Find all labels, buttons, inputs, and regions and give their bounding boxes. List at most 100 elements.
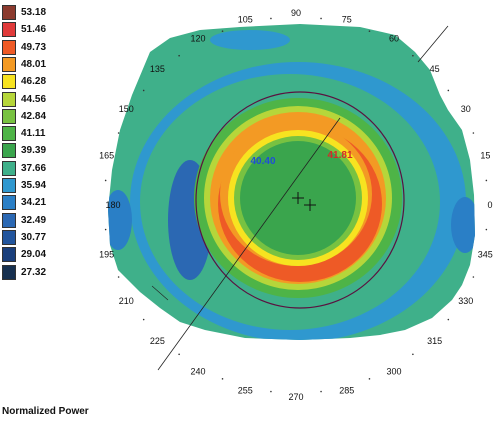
legend-entry: 51.46 (2, 21, 46, 38)
legend-swatch (2, 160, 16, 176)
legend-swatch (2, 5, 16, 20)
angle-label: 150 (119, 104, 134, 114)
angle-tick (320, 17, 322, 20)
legend-entry: 34.21 (2, 194, 46, 211)
angle-label: 300 (386, 366, 401, 376)
angle-label: 0 (487, 200, 492, 210)
legend-swatch (2, 247, 16, 263)
angle-label: 75 (342, 14, 352, 24)
angle-tick (270, 17, 272, 20)
legend-value: 49.73 (21, 41, 47, 53)
angle-tick (368, 30, 371, 32)
power-reading: 41.81 (327, 150, 352, 161)
legend-title: Normalized Power (2, 406, 89, 417)
angle-label: 120 (190, 34, 205, 44)
legend-swatch (2, 108, 16, 124)
angle-label: 135 (150, 64, 165, 74)
angle-label: 210 (119, 296, 134, 306)
angle-tick (447, 89, 450, 92)
legend-value: 35.94 (21, 180, 47, 191)
angle-label: 45 (430, 64, 440, 74)
legend-value: 34.21 (21, 197, 47, 209)
angle-label: 225 (150, 336, 165, 346)
legend-value: 41.11 (21, 128, 46, 140)
legend-swatch (2, 229, 16, 245)
flat-zone-top (210, 30, 290, 50)
angle-label: 15 (480, 150, 490, 160)
legend-swatch (2, 264, 16, 280)
legend-swatch (2, 91, 16, 107)
legend-entry: 41.11 (2, 125, 45, 142)
legend-swatch (2, 143, 16, 159)
angle-tick (117, 132, 120, 134)
angle-tick (320, 390, 322, 393)
angle-label: 345 (478, 250, 493, 260)
steep-zone-edge (108, 190, 132, 250)
angle-tick (270, 390, 272, 393)
legend-swatch (2, 39, 16, 55)
legend-swatch (2, 178, 16, 193)
axis-line (157, 117, 341, 371)
angle-label: 285 (339, 386, 354, 396)
angle-tick (221, 378, 224, 380)
angle-label: 105 (238, 14, 253, 24)
legend-value: 44.56 (21, 93, 47, 105)
legend-entry: 46.28 (2, 73, 46, 90)
pupil-outline (195, 91, 405, 309)
legend-swatch (2, 126, 16, 142)
angle-label: 90 (291, 8, 301, 18)
legend-value: 32.49 (21, 214, 47, 226)
angle-label: 270 (288, 392, 303, 402)
angle-label: 165 (99, 150, 114, 160)
angle-tick (472, 132, 475, 134)
legend-entry: 30.77 (2, 229, 46, 246)
angle-label: 240 (190, 366, 205, 376)
legend-entry: 42.84 (2, 108, 46, 125)
legend-value: 39.39 (21, 145, 47, 157)
legend-entry: 44.56 (2, 91, 46, 108)
angle-tick (104, 179, 107, 182)
angle-label: 330 (458, 296, 473, 306)
legend-value: 51.46 (21, 24, 47, 36)
legend-entry: 49.73 (2, 39, 46, 56)
angle-tick (412, 54, 414, 57)
angle-tick (221, 30, 224, 32)
angle-tick (472, 276, 475, 278)
legend-value: 30.77 (21, 231, 47, 243)
legend-value: 48.01 (21, 58, 47, 70)
legend-entry: 27.32 (2, 264, 46, 281)
axis-line (151, 285, 169, 301)
angle-tick (142, 89, 145, 92)
legend-entry: 32.49 (2, 212, 46, 229)
legend-value: 46.28 (21, 76, 47, 88)
legend-swatch (2, 195, 16, 211)
angle-tick (485, 228, 488, 231)
legend-swatch (2, 212, 16, 228)
angle-label: 180 (105, 200, 120, 210)
angle-tick (178, 353, 180, 356)
center-crosshair (292, 192, 304, 204)
legend-entry: 53.18 (2, 4, 46, 21)
steep-zone-edge (451, 197, 475, 253)
power-reading: 40.40 (250, 156, 275, 167)
angle-tick (485, 179, 488, 182)
legend-value: 53.18 (21, 7, 47, 18)
color-scale-legend: 53.18 51.46 49.73 48.01 46.28 44.56 42.84 41.11… (0, 0, 90, 424)
axis-line (417, 25, 449, 63)
legend-value: 42.84 (21, 110, 47, 122)
angle-tick (142, 318, 145, 321)
angle-label: 315 (427, 336, 442, 346)
legend-entry: 29.04 (2, 246, 46, 263)
legend-entry: 35.94 (2, 177, 46, 194)
angle-label: 195 (99, 250, 114, 260)
angle-tick (117, 276, 120, 278)
legend-entry: 37.66 (2, 160, 46, 177)
legend-entry: 39.39 (2, 142, 46, 159)
legend-swatch (2, 22, 16, 38)
angle-label: 60 (389, 34, 399, 44)
angle-tick (104, 228, 107, 231)
angle-tick (178, 54, 180, 57)
angle-tick (412, 353, 414, 356)
angle-label: 30 (461, 104, 471, 114)
